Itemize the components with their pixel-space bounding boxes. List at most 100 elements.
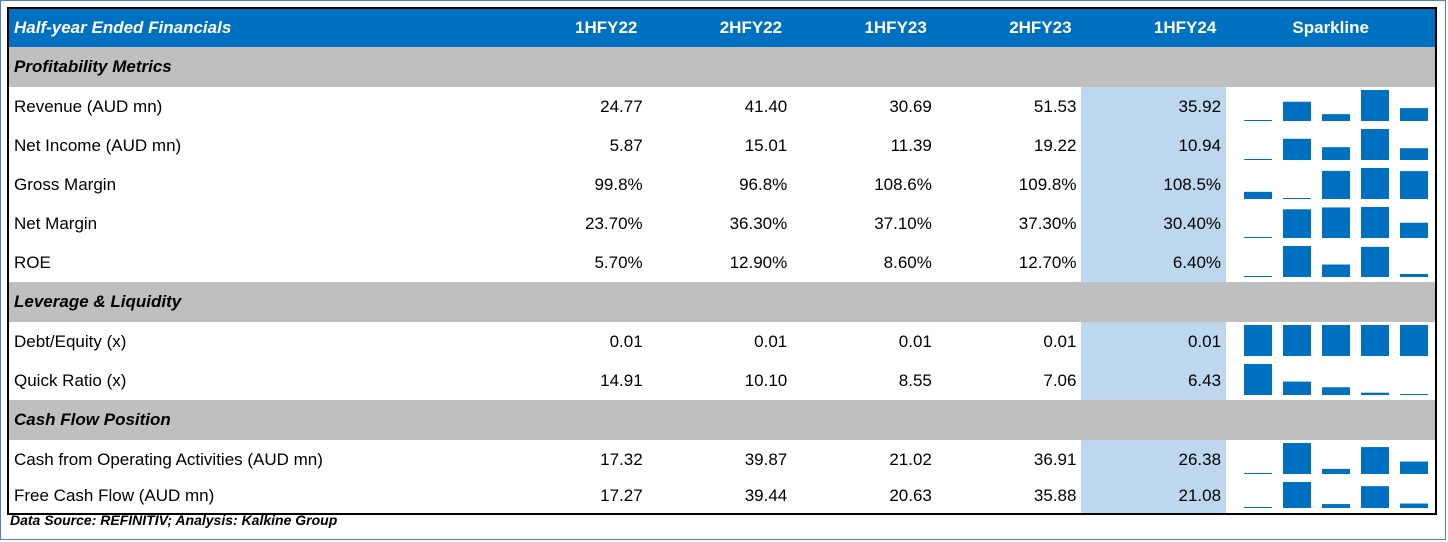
metric-label: Cash from Operating Activities (AUD mn) bbox=[14, 449, 323, 469]
sparkline-bar bbox=[1322, 114, 1351, 121]
period-header: 2HFY22 bbox=[719, 18, 783, 37]
sparkline-bar bbox=[1400, 325, 1429, 356]
sparkline-bar bbox=[1322, 264, 1351, 277]
table-row: ROE 5.70% 12.90% 8.60% 12.70% 6.40% bbox=[9, 243, 1435, 282]
sparkline-bar bbox=[1283, 246, 1312, 277]
sparkline-bar bbox=[1283, 443, 1312, 474]
value-cell: 12.70% bbox=[1018, 252, 1077, 272]
sparkline-bar bbox=[1361, 486, 1390, 508]
sparkline-bar bbox=[1322, 170, 1351, 199]
value-cell: 10.10 bbox=[744, 370, 788, 390]
sparkline-bar bbox=[1361, 392, 1390, 395]
sparkline-bar bbox=[1283, 101, 1312, 121]
sparkline-bar bbox=[1400, 171, 1429, 199]
table-row: Quick Ratio (x) 14.91 10.10 8.55 7.06 6.43 bbox=[9, 361, 1435, 400]
value-cell: 36.91 bbox=[1033, 449, 1077, 469]
sparkline-bar bbox=[1244, 325, 1273, 356]
section-title: Cash Flow Position bbox=[14, 410, 171, 429]
latest-value-cell: 26.38 bbox=[1081, 440, 1227, 479]
value-cell: 11.39 bbox=[890, 135, 932, 155]
value-cell: 30.69 bbox=[889, 96, 932, 116]
sparkline-bar bbox=[1244, 276, 1273, 277]
value-cell: 51.53 bbox=[1033, 96, 1077, 116]
sparkline bbox=[1226, 126, 1435, 165]
value-cell: 20.63 bbox=[889, 486, 932, 505]
metric-label: ROE bbox=[14, 252, 51, 272]
sparkline-bar bbox=[1322, 387, 1351, 395]
value-cell: 24.77 bbox=[600, 96, 643, 116]
sparkline-bar bbox=[1283, 325, 1312, 356]
section-header-row: Leverage & Liquidity bbox=[9, 282, 1435, 322]
value-cell: 5.70% bbox=[594, 252, 643, 272]
sparkline-bar bbox=[1244, 191, 1273, 199]
period-header: 2HFY23 bbox=[1009, 18, 1072, 37]
value-cell: 96.8% bbox=[739, 174, 788, 194]
sparkline-bar bbox=[1244, 237, 1273, 238]
table-row: Net Margin 23.70% 36.30% 37.10% 37.30% 30.40% bbox=[9, 204, 1435, 243]
section-title: Profitability Metrics bbox=[14, 57, 172, 76]
sparkline-bar bbox=[1400, 394, 1429, 395]
value-cell: 7.06 bbox=[1043, 370, 1077, 390]
sparkline-bar bbox=[1283, 209, 1312, 238]
sparkline-header: Sparkline bbox=[1292, 18, 1369, 37]
value-cell: 39.87 bbox=[744, 449, 788, 469]
section-header-row: Profitability Metrics bbox=[9, 47, 1435, 87]
sparkline-bar bbox=[1244, 507, 1273, 508]
sparkline-chart bbox=[1244, 129, 1429, 160]
sparkline-bar bbox=[1361, 207, 1390, 238]
metric-label: Debt/Equity (x) bbox=[14, 331, 127, 351]
value-cell: 99.8% bbox=[594, 174, 643, 194]
metric-label: Net Income (AUD mn) bbox=[14, 135, 182, 155]
sparkline bbox=[1226, 243, 1435, 282]
value-cell: 17.32 bbox=[600, 449, 643, 469]
latest-value-cell: 21.08 bbox=[1081, 479, 1227, 513]
sparkline-bar bbox=[1361, 168, 1390, 199]
sparkline-bar bbox=[1361, 246, 1390, 277]
section-title: Leverage & Liquidity bbox=[14, 292, 182, 311]
sparkline-bar bbox=[1400, 503, 1429, 508]
financials-table: Half-year Ended Financials 1HFY22 2HFY22… bbox=[7, 7, 1437, 515]
sparkline-bar bbox=[1244, 364, 1273, 395]
value-cell: 0.01 bbox=[754, 331, 788, 351]
sparkline-bar bbox=[1322, 325, 1351, 356]
latest-value-cell: 10.94 bbox=[1081, 126, 1227, 165]
sparkline-bar bbox=[1322, 207, 1351, 238]
latest-value-cell: 6.40% bbox=[1081, 243, 1227, 282]
value-cell: 0.01 bbox=[609, 331, 643, 351]
header-row: Half-year Ended Financials 1HFY22 2HFY22… bbox=[9, 9, 1435, 47]
table-row: Free Cash Flow (AUD mn) 17.27 39.44 20.63 35… bbox=[9, 479, 1435, 513]
sparkline-bar bbox=[1244, 159, 1273, 160]
value-cell: 19.22 bbox=[1033, 135, 1077, 155]
value-cell: 23.70% bbox=[585, 213, 643, 233]
sparkline-chart bbox=[1244, 207, 1429, 238]
value-cell: 8.60% bbox=[883, 252, 932, 272]
value-cell: 15.01 bbox=[744, 135, 788, 155]
sparkline-bar bbox=[1283, 138, 1312, 160]
metric-label: Free Cash Flow (AUD mn) bbox=[14, 486, 215, 505]
metric-label: Gross Margin bbox=[14, 174, 117, 194]
sparkline-bar bbox=[1322, 468, 1351, 474]
latest-value-cell: 30.40% bbox=[1081, 204, 1227, 243]
metric-label: Revenue (AUD mn) bbox=[14, 96, 163, 116]
data-source-note: Data Source: REFINITIV; Analysis: Kalkin… bbox=[10, 512, 338, 528]
metric-label: Quick Ratio (x) bbox=[14, 370, 127, 390]
table-row: Net Income (AUD mn) 5.87 15.01 11.39 19.22 10… bbox=[9, 126, 1435, 165]
value-cell: 37.10% bbox=[874, 213, 932, 233]
metric-label: Net Margin bbox=[14, 213, 98, 233]
sparkline-bar bbox=[1361, 447, 1390, 474]
sparkline-bar bbox=[1283, 381, 1312, 395]
sparkline bbox=[1226, 204, 1435, 243]
value-cell: 35.88 bbox=[1033, 486, 1077, 505]
latest-value-cell: 6.43 bbox=[1081, 361, 1227, 400]
value-cell: 37.30% bbox=[1018, 213, 1077, 233]
sparkline-bar bbox=[1322, 504, 1351, 508]
sparkline bbox=[1226, 87, 1435, 126]
sparkline bbox=[1226, 440, 1435, 479]
value-cell: 17.27 bbox=[600, 486, 643, 505]
sparkline bbox=[1226, 165, 1435, 204]
value-cell: 5.87 bbox=[609, 135, 643, 155]
sparkline bbox=[1226, 479, 1435, 513]
value-cell: 12.90% bbox=[729, 252, 788, 272]
table-row: Cash from Operating Activities (AUD mn) 1… bbox=[9, 440, 1435, 479]
